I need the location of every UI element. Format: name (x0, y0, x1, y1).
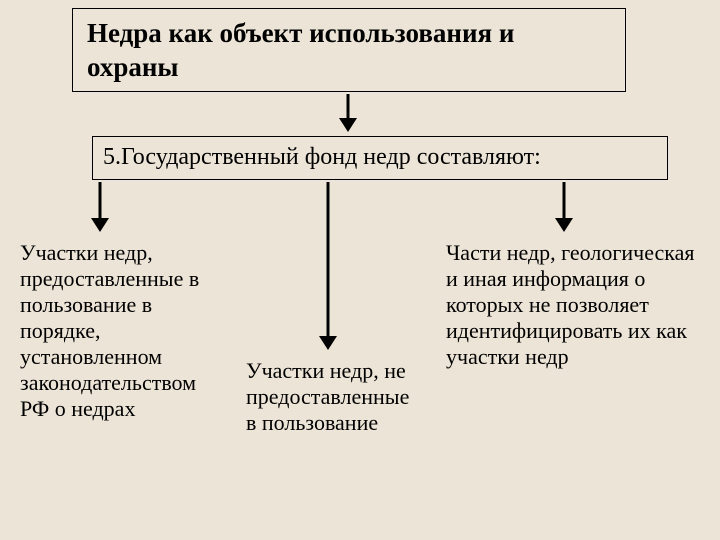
title-text: Недра как объект использования и охраны (87, 18, 514, 82)
middle-box: 5.Государственный фонд недр составляют: (92, 136, 668, 180)
leaf-text-1: Участки недр, предоставленные в пользова… (20, 240, 199, 421)
leaf-box-3: Части недр, геологическая и иная информа… (446, 240, 700, 370)
leaf-box-1: Участки недр, предоставленные в пользова… (20, 240, 230, 422)
leaf-box-2: Участки недр, не предоставленные в польз… (246, 358, 408, 436)
middle-text: 5.Государственный фонд недр составляют: (103, 144, 541, 170)
leaf-text-3: Части недр, геологическая и иная информа… (446, 240, 695, 369)
title-box: Недра как объект использования и охраны (72, 8, 626, 92)
leaf-text-2: Участки недр, не предоставленные в польз… (246, 358, 409, 435)
